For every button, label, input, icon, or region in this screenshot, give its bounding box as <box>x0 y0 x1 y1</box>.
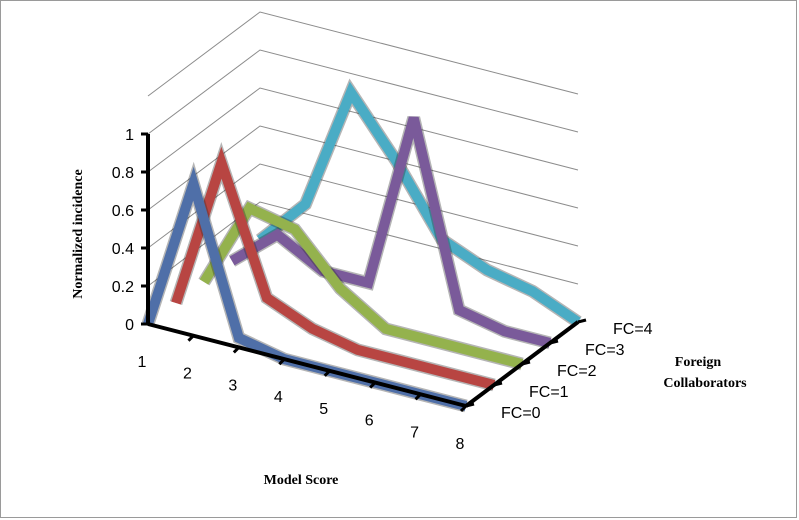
depth-tick-mark <box>465 402 475 408</box>
depth-tick-mark <box>549 339 559 345</box>
x-axis-title: Model Score <box>264 473 339 488</box>
series-line-fc-3 <box>229 116 552 348</box>
y-tick-label: 1 <box>125 127 134 144</box>
x-tick-mark <box>459 404 468 413</box>
chart-labels: Normalized incidence Model Score Foreign… <box>71 169 747 488</box>
depth-tick-label: FC=4 <box>613 321 653 338</box>
gridline-top <box>147 11 579 97</box>
depth-tick-label: FC=0 <box>501 405 541 422</box>
y-tick-label: 0 <box>125 317 134 334</box>
chart-axes: 0 0.2 0.4 0.6 0.8 1 1 2 3 4 5 6 7 8 FC=0 FC=1 FC=2 FC=3 FC… <box>112 127 653 453</box>
x-tick-label: 3 <box>228 377 237 394</box>
y-tick-label: 0.4 <box>112 241 134 258</box>
x-tick-mark <box>187 334 195 342</box>
depth-tick-label: FC=1 <box>529 384 569 401</box>
gridline <box>147 49 579 135</box>
z-axis-title-line-2: Collaborators <box>663 376 747 391</box>
x-tick-label: 5 <box>319 401 328 418</box>
x-tick-label: 6 <box>365 413 374 430</box>
depth-tick-label: FC=2 <box>557 363 597 380</box>
x-tick-mark <box>278 358 286 366</box>
depth-tick-mark <box>521 360 531 366</box>
x-tick-mark <box>369 381 377 389</box>
x-tick-label: 4 <box>274 389 283 406</box>
x-tick-label: 7 <box>410 424 419 441</box>
depth-tick-label: FC=3 <box>585 342 625 359</box>
series-line-fc-0 <box>143 166 468 411</box>
depth-tick-mark <box>493 381 503 387</box>
x-axis-line <box>147 322 467 408</box>
series-line-fc-4 <box>256 81 581 327</box>
x-tick-label: 2 <box>183 366 192 383</box>
depth-tick-mark <box>577 318 587 324</box>
x-tick-mark <box>323 369 331 377</box>
y-tick-label: 0.6 <box>112 203 134 220</box>
series-line-fc-1 <box>171 146 496 390</box>
x-tick-label: 1 <box>138 354 147 371</box>
y-tick-label: 0.2 <box>112 279 134 296</box>
y-tick-label: 0.8 <box>112 165 134 182</box>
gridline <box>147 87 579 173</box>
z-axis-title-line-1: Foreign <box>675 355 722 370</box>
chart-series <box>141 78 582 413</box>
x-tick-label: 8 <box>456 436 465 453</box>
series-line-shadow <box>141 161 468 413</box>
gridline <box>147 125 579 211</box>
x-tick-mark <box>414 393 422 401</box>
series-line-fc-2 <box>199 201 524 369</box>
x-tick-mark <box>232 346 240 354</box>
y-axis-title: Normalized incidence <box>71 169 86 298</box>
